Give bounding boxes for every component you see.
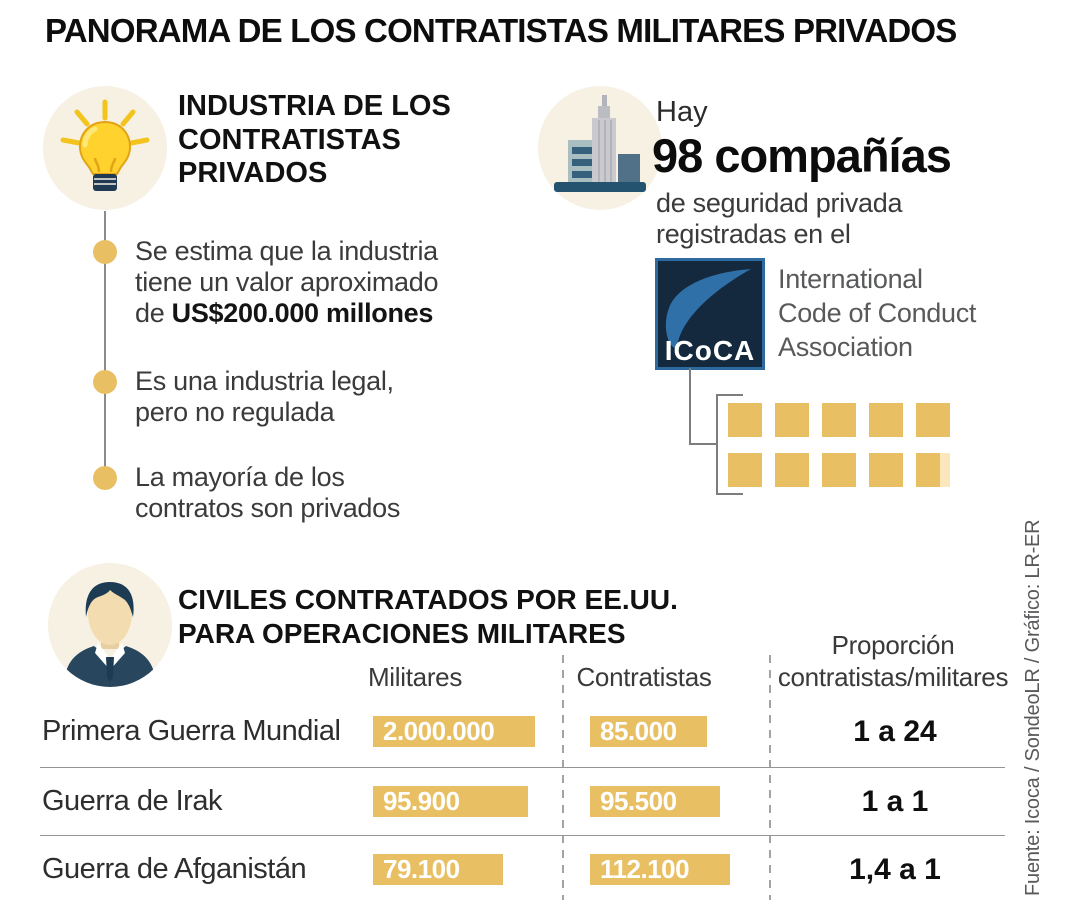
ratio-value: 1 a 1 (861, 785, 929, 818)
bullet-dot (93, 240, 117, 264)
contractors-icon-circle (48, 563, 172, 687)
bullet-text: Es una industria legal, pero no regulada (135, 366, 394, 427)
company-square (916, 403, 950, 437)
ratio-value: 1 a 24 (853, 715, 937, 748)
militares-value-badge: 2.000.000 (373, 716, 535, 747)
bullet-dot (93, 466, 117, 490)
militares-value-badge: 95.900 (373, 786, 528, 817)
contratistas-value-badge: 95.500 (590, 786, 720, 817)
companies-desc-line1: de seguridad privada (656, 188, 903, 218)
bracket-connector (689, 368, 743, 495)
ratio-value: 1,4 a 1 (849, 853, 941, 886)
company-square (728, 453, 762, 487)
buildings-icon (554, 95, 646, 192)
businessman-icon (48, 563, 172, 687)
company-square (869, 403, 903, 437)
company-square (775, 453, 809, 487)
column-divider-dashed (562, 655, 564, 900)
column-header-militares: Militares (367, 662, 463, 692)
company-square (869, 453, 903, 487)
bullet-text: La mayoría de los contratos son privados (135, 462, 401, 523)
industry-timeline-line (104, 211, 106, 481)
contratistas-value-badge: 112.100 (590, 854, 730, 885)
page-title: PANORAMA DE LOS CONTRATISTAS MILITARES P… (45, 12, 957, 49)
companies-count: 98 compañías (652, 129, 952, 182)
column-divider-dashed (769, 655, 771, 900)
icoca-org-name: International Code of Conduct Associatio… (778, 264, 977, 362)
company-square (916, 453, 950, 487)
source-credit: Fuente: Icoca / SondeoLR / Gráfico: LR-E… (1022, 519, 1044, 896)
row-label: Primera Guerra Mundial (42, 715, 341, 747)
company-square (728, 403, 762, 437)
row-label: Guerra de Afganistán (42, 853, 307, 885)
companies-desc-line2: registradas en el (656, 219, 851, 249)
industry-heading: INDUSTRIA DE LOS CONTRATISTAS PRIVADOS (178, 90, 451, 190)
company-square (822, 453, 856, 487)
row-divider (40, 767, 1005, 768)
bullet-text: Se estima que la industria tiene un valo… (135, 236, 439, 328)
industry-icon-circle (43, 86, 167, 210)
icoca-logo: ICoCA (655, 258, 765, 370)
column-header-proporcion: Proporción contratistas/militares (777, 630, 1009, 692)
icoca-logo-text: ICoCA (665, 335, 756, 366)
companies-pictogram (728, 403, 950, 487)
bullet-bold-text: US$200.000 millones (171, 298, 434, 328)
contractors-heading: CIVILES CONTRATADOS POR EE.UU. PARA OPER… (178, 584, 678, 649)
contratistas-value-badge: 85.000 (590, 716, 707, 747)
companies-icon-circle (538, 86, 662, 210)
lightbulb-icon (60, 99, 150, 191)
company-square (822, 403, 856, 437)
militares-value-badge: 79.100 (373, 854, 503, 885)
column-header-contratistas: Contratistas (576, 662, 712, 692)
company-square (775, 403, 809, 437)
industry-bullet-2: Es una industria legal, pero no regulada (135, 366, 495, 428)
companies-lead: Hay (656, 96, 708, 128)
industry-bullet-1: Se estima que la industria tiene un valo… (135, 236, 495, 329)
bullet-dot (93, 370, 117, 394)
row-divider (40, 835, 1005, 836)
row-label: Guerra de Irak (42, 785, 222, 817)
industry-bullet-3: La mayoría de los contratos son privados (135, 462, 495, 524)
